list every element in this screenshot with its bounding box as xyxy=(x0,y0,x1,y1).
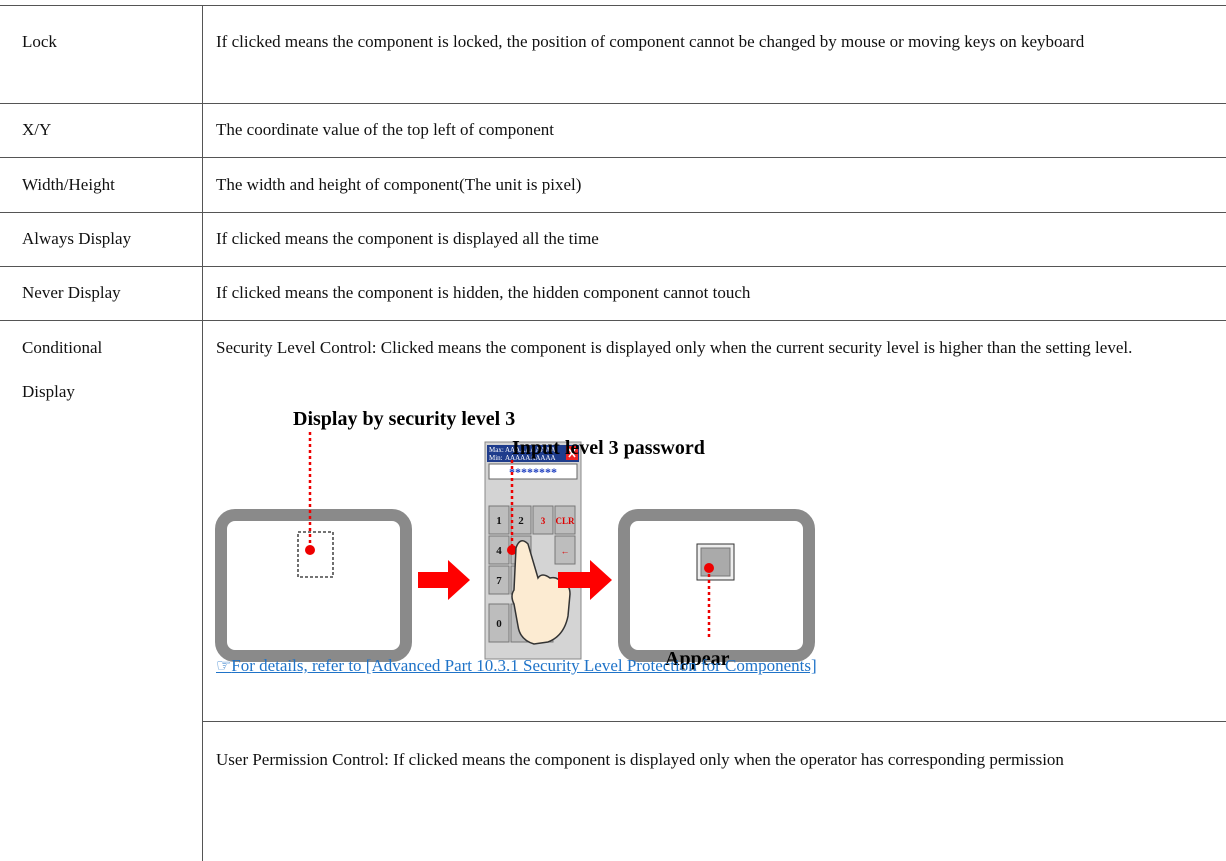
row-label: Always Display xyxy=(22,229,132,248)
keypad-header xyxy=(487,445,579,462)
component-face xyxy=(700,547,731,577)
screen xyxy=(215,509,412,662)
rule xyxy=(202,721,1226,722)
key-label: 1 xyxy=(496,515,502,527)
caption: Display by security level 3 xyxy=(293,408,515,430)
key-label: 7 xyxy=(496,575,502,587)
link-line: ☞For details, refer to [Advanced Part 10… xyxy=(216,644,1212,688)
rule xyxy=(0,320,1226,321)
hand xyxy=(511,540,571,645)
row-label: Width/Height xyxy=(22,175,115,194)
screen xyxy=(618,509,815,662)
keypad-close-x xyxy=(568,448,576,458)
keypad-text: Max: xyxy=(489,446,504,454)
arrow xyxy=(558,560,612,600)
key-label: ← xyxy=(561,546,570,556)
pointer-dot xyxy=(305,545,315,555)
keypad-text: AAAAAAAAAA xyxy=(505,454,556,462)
row-description: If clicked means the component is displa… xyxy=(216,229,599,248)
row-label: Never Display xyxy=(22,283,121,302)
key-label: 2 xyxy=(518,515,524,527)
reference-link[interactable]: ☞For details, refer to [Advanced Part 10… xyxy=(216,656,817,675)
rule xyxy=(0,5,1226,6)
key xyxy=(488,505,510,535)
key-label: 4 xyxy=(496,545,502,557)
link-text: For details, refer to [Advanced Part 10.… xyxy=(231,656,817,675)
row-label: X/Y xyxy=(22,120,52,139)
caption: Appear xyxy=(665,648,730,670)
column-rule xyxy=(202,5,203,861)
rule xyxy=(0,266,1226,267)
key xyxy=(554,505,576,535)
row-description: User Permission Control: If clicked mean… xyxy=(216,750,1064,769)
key-label: 0 xyxy=(496,618,502,630)
keypad-text: ******** xyxy=(509,465,557,479)
rule xyxy=(0,157,1226,158)
row-description: The coordinate value of the top left of … xyxy=(216,120,554,139)
pointer-dot xyxy=(704,563,714,573)
link-icon: ☞ xyxy=(216,656,232,675)
caption: Input level 3 password xyxy=(512,437,705,459)
pointer-dot xyxy=(507,545,517,555)
key xyxy=(532,505,554,535)
key xyxy=(488,565,510,595)
row-label: Conditional Display xyxy=(22,338,103,401)
rule xyxy=(0,103,1226,104)
rule xyxy=(0,212,1226,213)
keypad-text: AAAAAAAAAA xyxy=(505,446,556,454)
hidden-component xyxy=(297,531,334,578)
row-description: If clicked means the component is hidden… xyxy=(216,283,751,302)
row-description: If clicked means the component is locked… xyxy=(216,32,1085,51)
row-description: Security Level Control: Clicked means th… xyxy=(216,338,1133,357)
row-description: The width and height of component(The un… xyxy=(216,175,582,194)
key-label: 3 xyxy=(541,516,546,526)
key xyxy=(554,535,576,565)
keypad-text: Min: xyxy=(489,454,503,462)
key-label: CLR xyxy=(555,516,575,526)
key xyxy=(488,603,510,643)
row-label: Lock xyxy=(22,32,57,51)
arrow xyxy=(418,560,470,600)
